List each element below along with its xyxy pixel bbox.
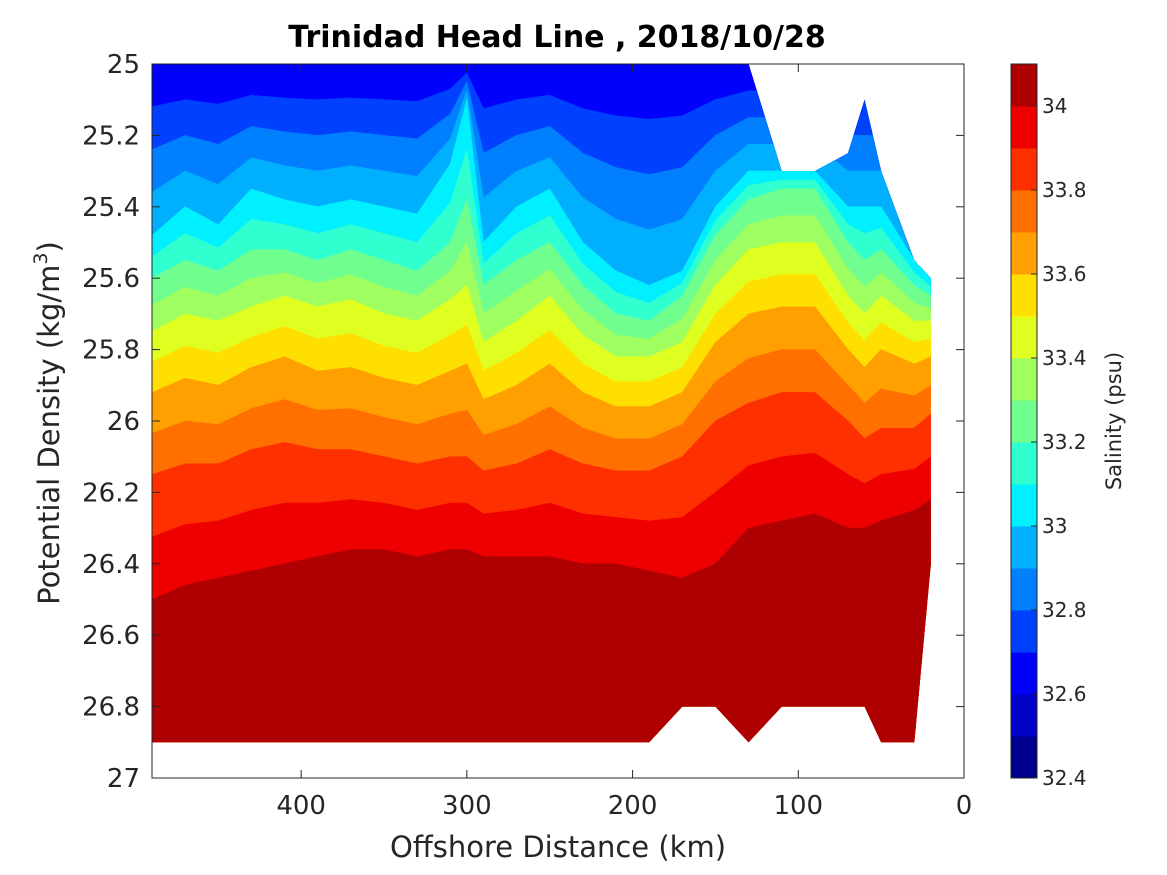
y-tick-label: 26.4 [82, 550, 140, 580]
y-tick-label: 25 [107, 50, 140, 80]
chart-title: Trinidad Head Line , 2018/10/28 [288, 20, 825, 55]
y-tick-label: 27 [107, 764, 140, 794]
colorbar: 32.4 32.6 32.8 33 33.2 33.4 33.6 33.8 34 [1010, 63, 1087, 790]
y-tick-label: 25.8 [82, 336, 140, 366]
x-axis-label: Offshore Distance (km) [390, 830, 726, 864]
colorbar-swatch [1011, 274, 1037, 317]
colorbar-swatch [1011, 358, 1037, 401]
colorbar-swatch [1011, 148, 1037, 191]
x-tick-label: 300 [442, 791, 492, 821]
contour-bands [152, 64, 931, 743]
y-axis-label-superscript: 3 [30, 252, 52, 264]
colorbar-swatch [1011, 400, 1037, 443]
y-tick-label: 26.6 [82, 621, 140, 651]
x-tick-label: 100 [773, 791, 823, 821]
colorbar-swatch [1011, 442, 1037, 485]
colorbar-swatch [1011, 652, 1037, 695]
colorbar-tick-label: 32.4 [1042, 766, 1087, 790]
y-tick-label: 26 [107, 407, 140, 437]
x-tick-label: 200 [608, 791, 658, 821]
colorbar-swatch [1011, 610, 1037, 653]
x-axis: 400 300 200 100 0 [276, 64, 972, 821]
colorbar-swatch [1011, 736, 1037, 779]
colorbar-tick-label: 33 [1042, 514, 1067, 538]
y-axis: 25 25.2 25.4 25.6 25.8 26 26.2 26.4 26.6 26.8 27 [82, 50, 964, 794]
y-tick-label: 26.8 [82, 693, 140, 723]
colorbar-tick-label: 33.4 [1042, 346, 1087, 370]
colorbar-swatch [1011, 232, 1037, 275]
x-tick-label: 0 [956, 791, 973, 821]
y-tick-label: 25.2 [82, 121, 140, 151]
colorbar-swatch [1011, 316, 1037, 359]
y-tick-label: 25.4 [82, 193, 140, 223]
colorbar-tick-label: 32.6 [1042, 682, 1087, 706]
colorbar-tick-label: 33.8 [1042, 178, 1087, 202]
colorbar-label: Salinity (psu) [1102, 352, 1126, 490]
colorbar-swatch [1011, 106, 1037, 149]
colorbar-swatch [1011, 190, 1037, 233]
colorbar-frame [1010, 63, 1038, 779]
y-axis-label-close: ) [32, 241, 66, 252]
y-tick-label: 26.2 [82, 478, 140, 508]
x-tick-label: 400 [276, 791, 326, 821]
colorbar-tick-label: 34 [1042, 94, 1067, 118]
colorbar-swatch [1011, 568, 1037, 611]
colorbar-swatch [1011, 64, 1037, 107]
colorbar-tick-label: 33.2 [1042, 430, 1087, 454]
contour-band [152, 498, 931, 743]
colorbar-swatch [1011, 484, 1037, 527]
colorbar-swatch [1011, 526, 1037, 569]
y-axis-label: Potential Density (kg/m3) [30, 241, 66, 605]
colorbar-tick-label: 32.8 [1042, 598, 1087, 622]
y-tick-label: 25.6 [82, 264, 140, 294]
colorbar-swatch [1011, 694, 1037, 737]
colorbar-tick-label: 33.6 [1042, 262, 1087, 286]
